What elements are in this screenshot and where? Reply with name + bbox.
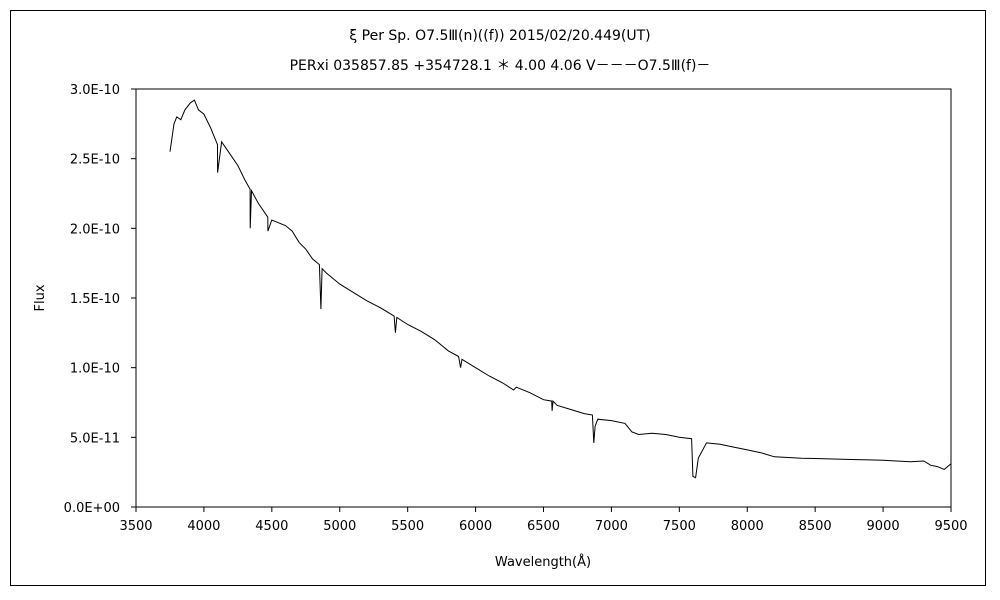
x-tick-label: 6000 xyxy=(459,519,492,534)
chart-title: ξ Per Sp. O7.5Ⅲ(n)((f)) 2015/02/20.449(U… xyxy=(349,28,650,44)
x-tick-label: 4500 xyxy=(255,519,288,534)
chart-subtitle: PERxi 035857.85 +354728.1 ＊ 4.00 4.06 V－… xyxy=(290,58,711,74)
x-tick-label: 8000 xyxy=(731,519,764,534)
x-tick-label: 7000 xyxy=(595,519,628,534)
x-tick-label: 6500 xyxy=(527,519,560,534)
y-tick-label: 3.0E-10 xyxy=(70,83,120,98)
y-tick-label: 2.0E-10 xyxy=(70,222,120,237)
x-tick-label: 9500 xyxy=(934,519,967,534)
x-tick-label: 5500 xyxy=(391,519,424,534)
axis-ticks: 3500 4000 4500 5000 5500 6000 6500 7000 7500 8000… xyxy=(64,83,968,534)
x-tick-label: 7500 xyxy=(663,519,696,534)
x-tick-label: 9000 xyxy=(867,519,900,534)
plot-area xyxy=(135,88,952,508)
y-tick-label: 1.0E-10 xyxy=(70,362,120,377)
y-axis-label: Flux xyxy=(33,284,48,311)
spectrum-line xyxy=(169,99,952,479)
x-tick-label: 8500 xyxy=(799,519,832,534)
y-tick-label: 0.0E+00 xyxy=(64,501,120,516)
x-axis-label: Wavelength(Å) xyxy=(495,554,591,570)
x-tick-label: 3500 xyxy=(119,519,152,534)
x-tick-label: 5000 xyxy=(323,519,356,534)
chart-frame xyxy=(10,10,986,586)
y-tick-label: 5.0E-11 xyxy=(70,431,120,446)
x-tick-label: 4000 xyxy=(187,519,220,534)
y-tick-label: 2.5E-10 xyxy=(70,153,120,168)
y-tick-label: 1.5E-10 xyxy=(70,292,120,307)
